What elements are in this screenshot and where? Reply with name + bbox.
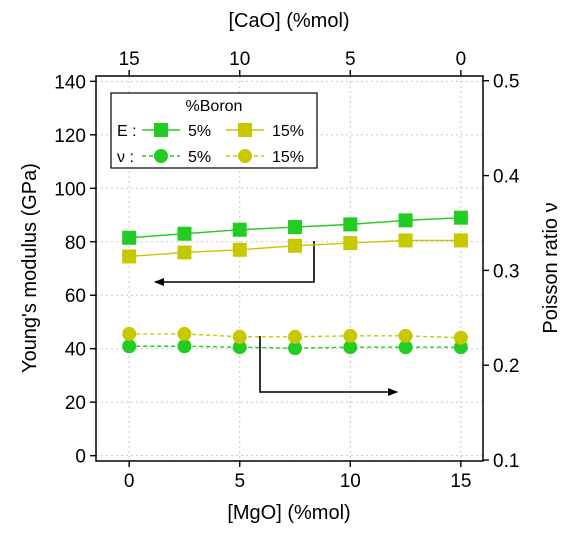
legend: %Boron E : ν : 5% 15% 5% 15% <box>110 92 318 169</box>
legend-label: 15% <box>272 123 304 140</box>
data-point <box>343 217 358 232</box>
x-tick-label: 15 <box>450 471 471 492</box>
legend-entry-2: 5% <box>142 149 211 166</box>
data-point <box>122 249 137 264</box>
legend-marker <box>154 123 168 137</box>
series-layer <box>122 210 468 356</box>
data-point <box>398 233 413 248</box>
legend-label: 5% <box>188 123 211 140</box>
data-point <box>177 245 192 260</box>
x-tick-label: 0 <box>124 471 135 492</box>
top-x-tick-label: 10 <box>229 49 250 70</box>
legend-entry-0: 5% <box>142 123 211 140</box>
y-tick-label: 40 <box>65 340 86 361</box>
series-3 <box>122 326 468 345</box>
legend-row1-prefix: E : <box>117 123 137 140</box>
data-point <box>122 326 137 341</box>
legend-label: 15% <box>272 149 304 166</box>
y2-tick-label: 0.4 <box>493 167 520 188</box>
data-point <box>288 329 303 344</box>
x-axis-label: [MgO] (%mol) <box>227 502 350 524</box>
y-tick-label: 120 <box>54 126 86 147</box>
data-point <box>453 233 468 248</box>
data-point <box>232 329 247 344</box>
y-tick-label: 80 <box>65 233 86 254</box>
data-point <box>343 236 358 251</box>
data-point <box>122 230 137 245</box>
y-axis-label: Young's modulus (GPa) <box>19 163 41 373</box>
y-tick-label: 140 <box>54 72 86 93</box>
data-point <box>177 226 192 241</box>
y2-tick-label: 0.5 <box>493 72 519 93</box>
y2-tick-label: 0.2 <box>493 356 519 377</box>
y2-axis-label: Poisson ratio ν <box>540 202 562 333</box>
series-1 <box>122 233 468 264</box>
top-x-tick-label: 5 <box>345 49 356 70</box>
legend-label: 5% <box>188 149 211 166</box>
top-x-axis-label: [CaO] (%mol) <box>228 10 349 32</box>
data-point <box>288 220 303 235</box>
legend-marker <box>154 149 168 163</box>
plot-frame <box>95 75 484 462</box>
legend-marker <box>238 123 252 137</box>
y-tick-label: 0 <box>75 447 86 468</box>
data-point <box>453 330 468 345</box>
legend-marker <box>238 149 252 163</box>
top-x-tick-label: 0 <box>456 49 467 70</box>
x-tick-label: 10 <box>340 471 361 492</box>
x-tick-label: 5 <box>234 471 245 492</box>
data-point <box>122 339 137 354</box>
series-0 <box>122 210 468 245</box>
top-x-tick-label: 15 <box>119 49 140 70</box>
grid <box>96 76 483 461</box>
series-2 <box>122 339 468 356</box>
ticks-layer: 0 5 10 15 15 10 5 0 0 20 40 60 80 100 120 140 0.1 0.2 0.3 0… <box>54 49 520 492</box>
data-point <box>453 210 468 225</box>
y2-tick-label: 0.1 <box>493 451 519 472</box>
y2-tick-label: 0.3 <box>493 261 519 282</box>
data-point <box>177 326 192 341</box>
arrow-to-right-axis <box>259 336 398 396</box>
y-tick-label: 60 <box>65 286 86 307</box>
data-point <box>343 340 358 355</box>
data-point <box>177 339 192 354</box>
y-tick-label: 100 <box>54 179 86 200</box>
data-point <box>398 328 413 343</box>
y-tick-label: 20 <box>65 393 86 414</box>
legend-title: %Boron <box>186 98 243 115</box>
data-point <box>398 340 413 355</box>
data-point <box>232 340 247 355</box>
legend-entry-1: 15% <box>226 123 304 140</box>
data-point <box>398 213 413 228</box>
data-point <box>232 242 247 257</box>
arrow-to-left-axis <box>154 241 315 286</box>
annotation-arrows <box>154 241 398 396</box>
data-point <box>232 222 247 237</box>
data-point <box>343 328 358 343</box>
data-point <box>288 238 303 253</box>
legend-row2-prefix: ν : <box>117 149 134 166</box>
legend-entry-3: 15% <box>226 149 304 166</box>
data-point <box>288 341 303 356</box>
